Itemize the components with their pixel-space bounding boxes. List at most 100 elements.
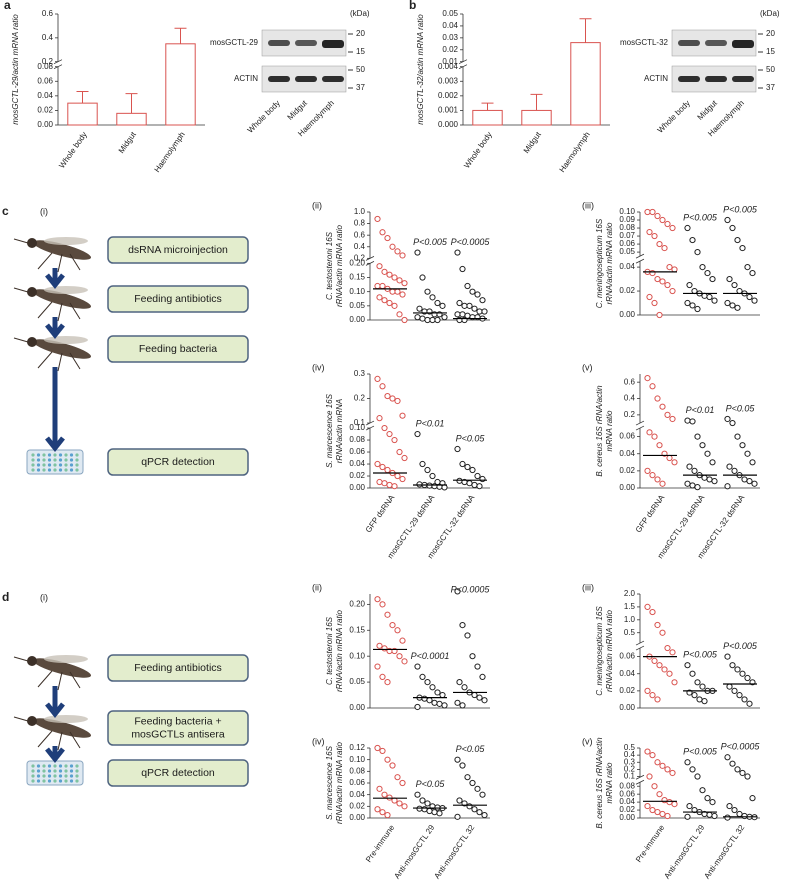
- data-point: [689, 418, 696, 425]
- data-point: [381, 297, 388, 304]
- data-point: [659, 403, 666, 410]
- data-point: [391, 483, 398, 490]
- data-point: [374, 375, 381, 383]
- y-axis-label: B. cereus 16S rRNA/actin: [595, 737, 604, 829]
- data-point: [649, 472, 656, 479]
- axis-break: [635, 774, 645, 785]
- mosquito-wing: [44, 237, 88, 245]
- data-point: [686, 281, 693, 289]
- data-point: [374, 215, 381, 223]
- plate-well: [53, 458, 57, 462]
- data-point: [429, 294, 436, 301]
- data-point: [699, 787, 706, 794]
- marker-label: 20: [766, 29, 775, 38]
- plate-well: [69, 774, 74, 778]
- data-point: [751, 297, 758, 304]
- data-point: [654, 476, 661, 483]
- step-label: Feeding bacteria +: [134, 715, 221, 727]
- data-point: [396, 277, 403, 284]
- y-axis-label: B. cereus 16S rRNA/actin: [595, 385, 604, 477]
- data-point: [454, 249, 461, 256]
- data-point: [414, 249, 421, 256]
- marker-label: 20: [356, 29, 365, 38]
- y-tick-label: 0.06: [619, 789, 635, 798]
- data-point: [741, 812, 748, 820]
- data-point: [656, 791, 663, 798]
- y-axis-label: mosGCTL-32/actin mRNA ratio: [416, 14, 425, 125]
- y-tick-label: 0.06: [37, 76, 53, 85]
- data-point: [734, 666, 741, 673]
- data-point: [469, 779, 476, 787]
- y-tick-label: 0.12: [349, 743, 365, 752]
- data-point: [649, 752, 656, 759]
- plate-well: [75, 774, 79, 778]
- data-point: [421, 695, 428, 702]
- data-point: [391, 302, 398, 309]
- data-point: [426, 807, 433, 815]
- data-point: [661, 244, 668, 252]
- mosquito-icon: [13, 655, 92, 691]
- data-point: [654, 621, 661, 629]
- x-tick-label: GFP dsRNA: [634, 493, 667, 535]
- data-point: [441, 314, 448, 321]
- data-point: [736, 692, 743, 699]
- data-point: [464, 463, 471, 471]
- y-tick-label: 0.02: [619, 805, 635, 814]
- mosquito-wing: [44, 336, 88, 344]
- plate-well: [64, 764, 68, 768]
- y-tick-label: 0.05: [442, 9, 458, 18]
- data-point: [664, 411, 671, 418]
- step-label: mosGCTLs antisera: [131, 728, 225, 740]
- y-tick-label: 0.05: [349, 301, 365, 310]
- y-tick-label: 0.001: [438, 106, 459, 115]
- y-axis-label: C. meningosepticum 16S: [595, 606, 604, 696]
- data-point: [666, 263, 673, 271]
- axis-break: [635, 420, 645, 431]
- data-point: [671, 459, 678, 466]
- plate-well: [36, 769, 41, 773]
- data-point: [466, 803, 473, 810]
- axis-break: [635, 640, 645, 651]
- flow-arrow: [45, 317, 65, 340]
- x-tick-label: Anti-mosGCTL 29: [392, 823, 436, 881]
- data-point: [471, 481, 478, 489]
- y-tick-label: 0.08: [619, 781, 635, 790]
- data-point: [664, 644, 671, 652]
- data-point: [726, 802, 733, 810]
- error-bar: [174, 27, 187, 44]
- data-point: [739, 670, 746, 677]
- y-axis-label: rRNA/actin mRNA ratio: [605, 222, 614, 304]
- blot-band: [295, 40, 317, 46]
- panel-label: b: [409, 0, 416, 12]
- y-tick-label: 1.0: [624, 615, 636, 624]
- data-point: [389, 621, 396, 629]
- step-box: [107, 285, 249, 313]
- plate-well: [53, 463, 57, 467]
- data-point: [659, 810, 666, 818]
- y-tick-label: 0.3: [354, 369, 366, 378]
- blot-band: [322, 76, 344, 82]
- data-point: [684, 759, 691, 766]
- data-point: [454, 311, 461, 318]
- data-point: [741, 696, 748, 703]
- plate-well: [75, 463, 79, 467]
- data-point: [421, 806, 428, 813]
- y-tick-label: 0.02: [349, 471, 365, 480]
- mosquito-wing: [44, 286, 88, 294]
- y-tick-label: 0.15: [349, 625, 365, 634]
- data-point: [374, 282, 381, 290]
- data-point: [646, 429, 653, 436]
- y-tick-label: 0.00: [619, 813, 635, 822]
- p-value: P<0.05: [416, 779, 446, 789]
- plate-well: [58, 774, 63, 778]
- data-point: [396, 653, 403, 660]
- y-tick-label: 0.02: [619, 686, 635, 695]
- y-tick-label: 1.0: [354, 207, 366, 216]
- data-point: [474, 785, 481, 792]
- data-point: [749, 459, 756, 466]
- marker-label: 37: [766, 83, 775, 92]
- mosquito-icon: [13, 286, 92, 322]
- data-point: [389, 762, 396, 769]
- data-point: [426, 697, 433, 704]
- data-point: [646, 228, 653, 236]
